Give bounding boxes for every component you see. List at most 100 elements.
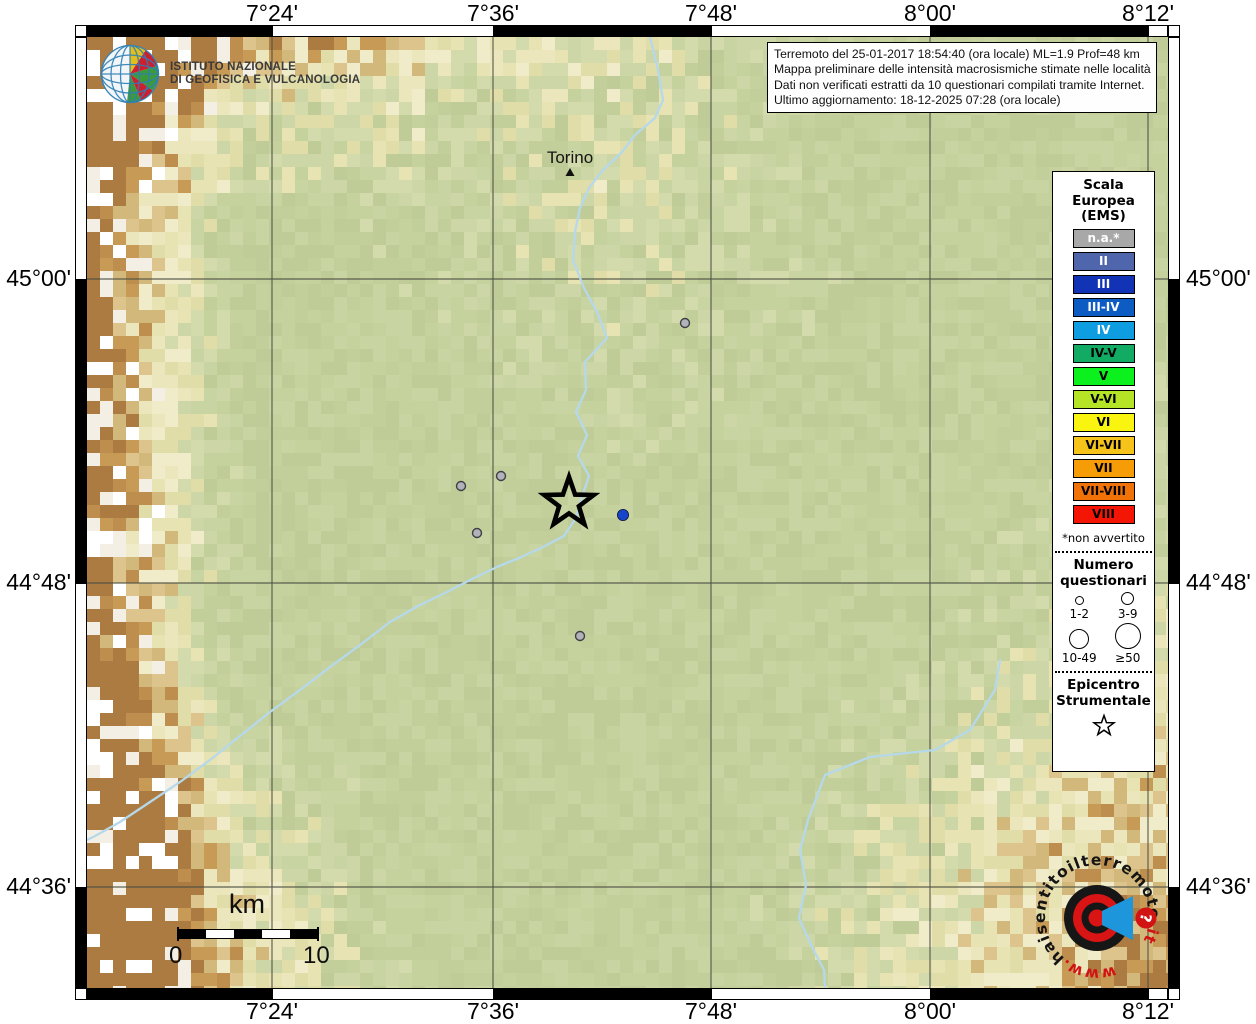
frame-band-segment	[1169, 888, 1179, 987]
intensity-swatch: III	[1072, 274, 1135, 294]
legend-title-line: (EMS)	[1081, 208, 1126, 224]
intensity-swatch: n.a.*	[1072, 228, 1135, 248]
river	[87, 37, 665, 842]
frame-band-segment	[712, 989, 931, 999]
city-label-torino: Torino	[546, 148, 594, 167]
legend-divider	[1055, 670, 1152, 673]
axis-label-left: 45°00'	[6, 265, 71, 291]
river	[797, 658, 1002, 988]
axis-label-right: 44°48'	[1186, 569, 1251, 595]
frame-band-segment	[88, 989, 273, 999]
frame-band-segment	[931, 26, 1149, 36]
axis-label-bottom: 7°24'	[246, 998, 298, 1024]
intensity-swatch: VII	[1072, 458, 1135, 478]
count-circle	[1074, 595, 1084, 605]
info-line: Terremoto del 25-01-2017 18:54:40 (ora l…	[774, 47, 1140, 61]
event-info-box: Terremoto del 25-01-2017 18:54:40 (ora l…	[767, 42, 1157, 114]
axis-label-top: 7°36'	[467, 0, 519, 26]
axis-label-top: 8°00'	[904, 0, 956, 26]
legend-footnote: *non avvertito	[1062, 530, 1145, 545]
intensity-swatch: VI	[1072, 412, 1135, 432]
axis-label-left: 44°36'	[6, 873, 71, 899]
questionnaire-count-legend: 1-2 3-9 10-49 ≥50	[1055, 591, 1152, 665]
scale-bar-tick	[317, 927, 319, 941]
scale-bar-end: 10	[303, 942, 330, 969]
questionnaire-legend-title: Numero questionari	[1060, 557, 1147, 589]
scale-bar-track	[177, 927, 319, 941]
count-legend-item: 1-2	[1069, 592, 1089, 621]
frame-band	[75, 37, 87, 988]
ingv-globe-icon	[100, 44, 160, 104]
legend-title: Scala Europea (EMS)	[1072, 177, 1135, 225]
frame-corner	[1168, 988, 1180, 1000]
count-circle	[1121, 591, 1135, 605]
question-mark-badge	[1135, 907, 1157, 929]
frame-band-segment	[273, 26, 494, 36]
count-label: ≥50	[1115, 650, 1141, 665]
epicenter-star	[537, 469, 601, 530]
scale-bar-segment	[262, 930, 291, 938]
axis-label-right: 45°00'	[1186, 265, 1251, 291]
felt-report-dot	[617, 508, 630, 521]
axis-label-bottom: 7°36'	[467, 998, 519, 1024]
intensity-swatch: VI-VII	[1072, 435, 1135, 455]
ingv-logo: ISTITUTO NAZIONALE DI GEOFISICA E VULCAN…	[99, 43, 360, 105]
count-label: 10-49	[1061, 650, 1097, 665]
na-report-dot	[495, 470, 507, 482]
haisentitoilterremoto-logo: www.haisentitoilterremoto.it ?	[1031, 851, 1162, 983]
legend-title-line: Scala	[1083, 177, 1124, 193]
legend-divider	[1055, 550, 1152, 553]
megaphone-icon	[1102, 896, 1133, 940]
frame-band-segment	[88, 26, 273, 36]
axis-label-bottom: 8°00'	[904, 998, 956, 1024]
frame-band-segment	[1149, 989, 1167, 999]
frame-band-segment	[712, 26, 931, 36]
intensity-swatch: IV	[1072, 320, 1135, 340]
count-legend-item: ≥50	[1114, 622, 1141, 665]
axis-label-top: 7°48'	[685, 0, 737, 26]
scale-bar-labels: 0 10	[169, 942, 330, 969]
scale-bar-segment	[290, 930, 319, 938]
na-report-dot	[679, 317, 691, 329]
axis-label-bottom: 7°48'	[685, 998, 737, 1024]
frame-band-segment	[1169, 38, 1179, 280]
info-line: Dati non verificati estratti da 10 quest…	[774, 77, 1145, 92]
count-legend-item: 3-9	[1118, 591, 1138, 621]
ingv-text-line2: DI GEOFISICA E VULCANOLOGIA	[170, 74, 361, 86]
frame-corner	[75, 988, 87, 1000]
frame-band-segment	[1149, 26, 1167, 36]
epicenter-title-line: Strumentale	[1056, 692, 1151, 709]
frame-band-segment	[494, 26, 712, 36]
ingv-logo-text: ISTITUTO NAZIONALE DI GEOFISICA E VULCAN…	[170, 61, 360, 88]
map-canvas-area: Torino ISTITUTO	[87, 37, 1168, 988]
axis-label-bottom: 8°12'	[1122, 998, 1174, 1024]
axis-label-left: 44°48'	[6, 569, 71, 595]
scale-bar: km 0 10	[169, 889, 330, 969]
frame-band-segment	[76, 584, 86, 888]
intensity-swatch: V	[1072, 366, 1135, 386]
frame-band-segment	[931, 989, 1149, 999]
scale-bar-tick	[177, 927, 179, 941]
frame-band	[87, 25, 1168, 37]
info-line: Ultimo aggiornamento: 18-12-2025 07:28 (…	[774, 92, 1061, 107]
frame-band-segment	[494, 989, 712, 999]
count-circle	[1069, 628, 1090, 649]
ems-scale-legend: Scala Europea (EMS) n.a.* II III III-IV IV IV…	[1052, 171, 1155, 772]
questionnaire-title-line: Numero	[1073, 556, 1134, 573]
frame-band-segment	[76, 280, 86, 584]
scale-bar-start: 0	[169, 942, 183, 969]
frame-band-segment	[76, 38, 86, 280]
questionnaire-title-line: questionari	[1060, 572, 1147, 589]
intensity-swatch: VIII	[1072, 504, 1135, 524]
logo-center-dot	[1088, 909, 1106, 927]
city-marker	[565, 168, 575, 176]
frame-band	[87, 988, 1168, 1000]
intensity-swatch: VII-VIII	[1072, 481, 1135, 501]
count-label: 1-2	[1069, 606, 1090, 621]
scale-bar-segment	[206, 930, 235, 938]
intensity-swatch: III-IV	[1072, 297, 1135, 317]
frame-band-segment	[1169, 584, 1179, 888]
frame-corner	[75, 25, 87, 37]
intensity-swatch: IV-V	[1072, 343, 1135, 363]
